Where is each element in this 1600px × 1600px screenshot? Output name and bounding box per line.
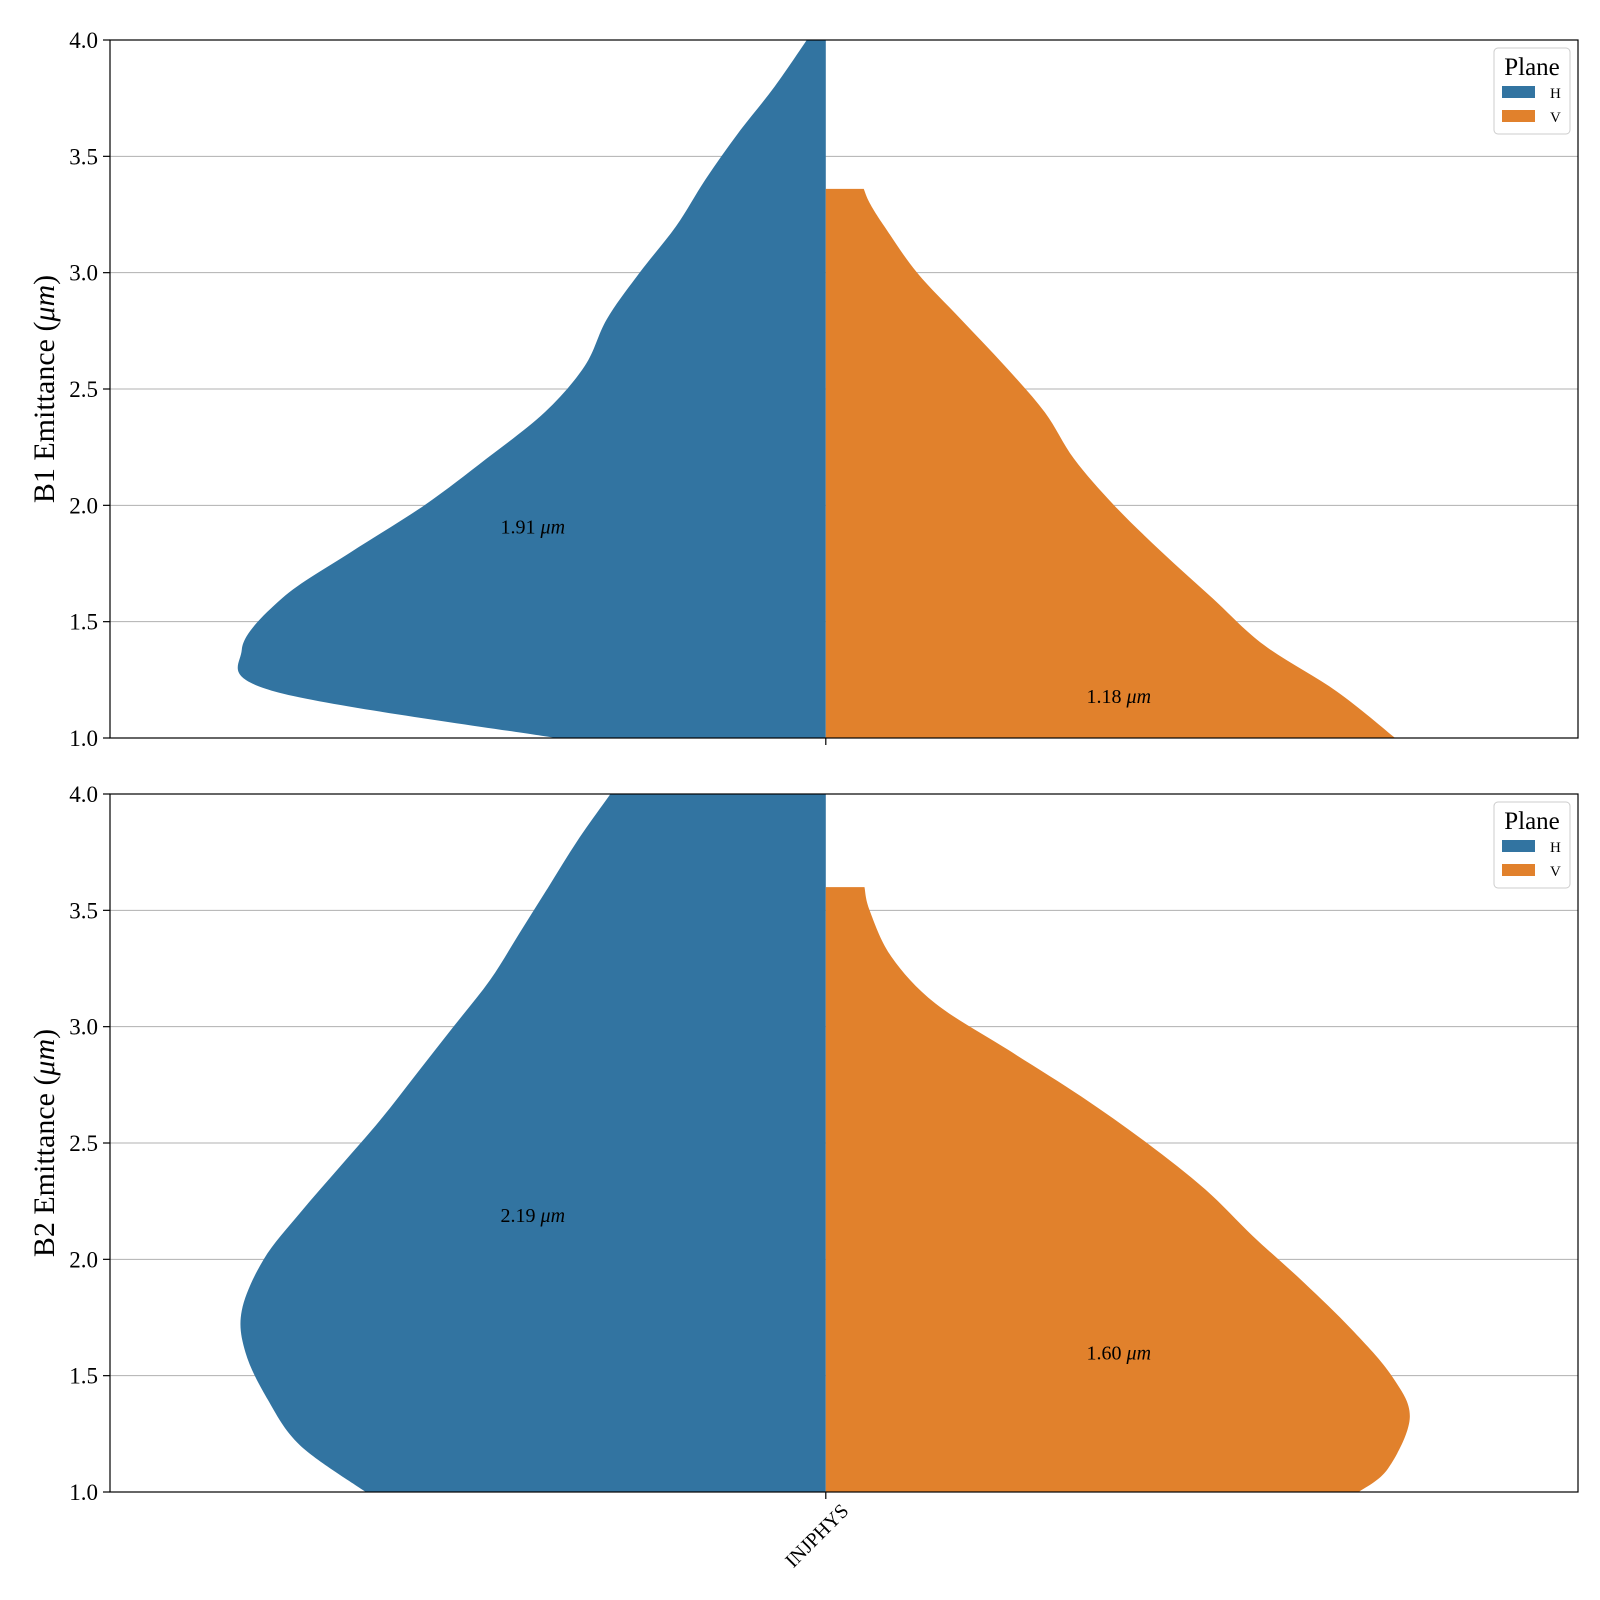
legend-title: Plane bbox=[1504, 808, 1560, 835]
legend-swatch-v bbox=[1502, 110, 1535, 122]
legend-label-v: V bbox=[1550, 864, 1561, 880]
ytick-label: 1.0 bbox=[69, 1480, 98, 1505]
violin-half-h bbox=[240, 794, 826, 1492]
median-label-v: 1.60 μm bbox=[1087, 1342, 1151, 1364]
ytick-label: 1.5 bbox=[69, 610, 98, 635]
legend-label-h: H bbox=[1550, 86, 1561, 102]
ytick-label: 1.0 bbox=[69, 726, 98, 751]
top-panel-b1: 1.91 μm 1.18 μm 1.0 1.5 2.0 2.5 3.0 3.5 4.0 B1 Em… bbox=[28, 28, 1579, 751]
ytick-label: 4.0 bbox=[69, 28, 98, 53]
ytick-label: 2.5 bbox=[69, 377, 98, 402]
legend-swatch-v bbox=[1502, 864, 1535, 876]
median-label-v: 1.18 μm bbox=[1087, 686, 1151, 708]
median-label-h: 2.19 μm bbox=[501, 1205, 565, 1227]
ytick-label: 3.0 bbox=[69, 261, 98, 286]
legend-swatch-h bbox=[1502, 840, 1535, 852]
legend-label-h: H bbox=[1550, 840, 1561, 856]
ytick-label: 2.0 bbox=[69, 1247, 98, 1272]
violin-half-v bbox=[825, 887, 1410, 1492]
ytick-label: 4.0 bbox=[69, 782, 98, 807]
violin-group bbox=[237, 40, 1396, 738]
ytick-label: 3.0 bbox=[69, 1015, 98, 1040]
ytick-label: 2.0 bbox=[69, 493, 98, 518]
violin-group bbox=[240, 794, 1410, 1492]
legend-label-v: V bbox=[1550, 110, 1561, 126]
ytick-label: 3.5 bbox=[69, 898, 98, 923]
bottom-panel-b2: 2.19 μm 1.60 μm 1.0 1.5 2.0 2.5 3.0 3.5 4.0 B2 Em… bbox=[28, 782, 1579, 1505]
median-label-h: 1.91 μm bbox=[501, 516, 565, 538]
legend: Plane HV bbox=[1493, 801, 1571, 889]
shared-x-axis: INJPHYS bbox=[781, 1500, 853, 1572]
y-axis-label: B1 Emittance (μm) bbox=[28, 275, 61, 503]
violin-half-h bbox=[237, 40, 826, 738]
y-axis-label: B2 Emittance (μm) bbox=[28, 1029, 61, 1257]
ytick-label: 1.5 bbox=[69, 1364, 98, 1389]
violin-half-v bbox=[825, 188, 1396, 738]
ytick-label: 3.5 bbox=[69, 144, 98, 169]
xtick-label-injphys: INJPHYS bbox=[781, 1500, 853, 1572]
legend-swatch-h bbox=[1502, 86, 1535, 98]
ytick-label: 2.5 bbox=[69, 1131, 98, 1156]
legend-title: Plane bbox=[1504, 54, 1560, 81]
legend: Plane HV bbox=[1493, 47, 1571, 135]
